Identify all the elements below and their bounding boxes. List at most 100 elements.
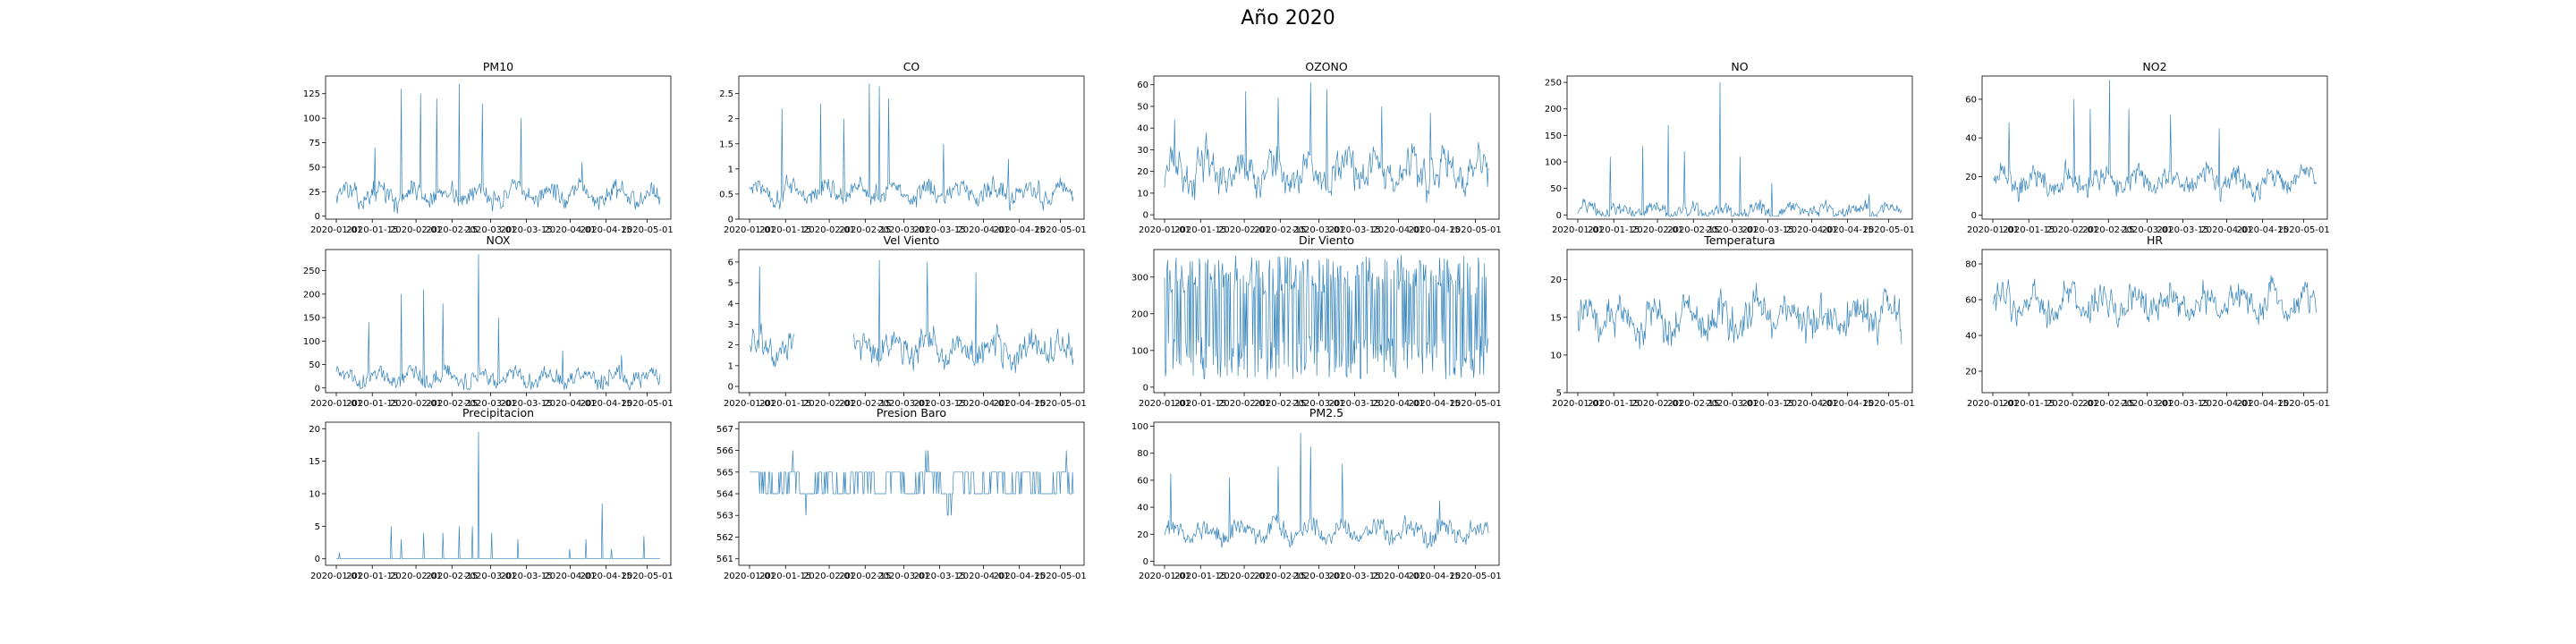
x-tick-label: 2020-03-01: [1706, 399, 1758, 409]
y-tick-label: 0: [315, 555, 320, 564]
y-tick-label: 5: [728, 279, 733, 289]
series-line: [1577, 82, 1902, 217]
series-line: [1164, 255, 1489, 380]
x-tick-label: 2020-04-15: [580, 399, 632, 409]
axes-frame: [1981, 249, 2328, 394]
x-tick-label: 2020-02-15: [839, 572, 891, 581]
y-tick-label: 565: [716, 468, 733, 478]
x-tick-label: 2020-02-01: [1218, 399, 1270, 409]
x-tick-label: 2020-04-01: [1785, 225, 1837, 235]
chart-title: NO: [1731, 60, 1748, 73]
x-tick-label: 2020-03-01: [1706, 225, 1758, 235]
chart-title: Dir Viento: [1299, 233, 1354, 247]
y-tick-label: 150: [1545, 131, 1562, 141]
y-tick-label: 10: [1137, 189, 1148, 199]
y-tick-label: 100: [1131, 422, 1148, 432]
x-tick-label: 2020-01-15: [346, 225, 398, 235]
x-tick-label: 2020-02-01: [803, 572, 855, 581]
chart-title: PM10: [483, 60, 513, 73]
y-tick-label: 564: [716, 490, 733, 500]
y-tick-label: 15: [1550, 313, 1562, 323]
chart-dir-viento: Dir Viento 0 100 200 300 2020-01-012020-01-15…: [1131, 233, 1502, 409]
axes-frame: [1153, 421, 1500, 566]
y-tick-label: 0: [728, 216, 733, 225]
y-tick-label: 100: [303, 114, 320, 124]
y-tick-label: 20: [1965, 173, 1977, 182]
x-tick-label: 2020-02-01: [1631, 225, 1683, 235]
x-tick-label: 2020-01-01: [1967, 225, 2019, 235]
chart-title: NO2: [2142, 60, 2166, 73]
x-tick-label: 2020-02-01: [2046, 399, 2098, 409]
x-tick-label: 2020-05-01: [1863, 225, 1915, 235]
y-tick-label: 100: [1131, 346, 1148, 356]
y-tick-label: 10: [309, 490, 320, 500]
y-tick-label: 25: [309, 188, 320, 198]
x-tick-label: 2020-03-15: [914, 572, 966, 581]
y-tick-label: 1.5: [719, 140, 733, 149]
y-tick-label: 50: [1137, 102, 1148, 112]
y-tick-label: 567: [716, 425, 733, 435]
x-tick-label: 2020-01-15: [759, 399, 811, 409]
chart-co: CO00.511.522.52020-01-012020-01-152020-0…: [719, 60, 1087, 235]
x-tick-label: 2020-02-15: [2082, 399, 2134, 409]
x-tick-label: 2020-05-01: [1450, 399, 1502, 409]
x-tick-label: 2020-01-15: [346, 572, 398, 581]
x-tick-label: 2020-05-01: [1035, 399, 1087, 409]
x-tick-label: 2020-04-01: [957, 399, 1009, 409]
x-tick-label: 2020-05-01: [622, 225, 674, 235]
y-tick-label: 0: [1143, 211, 1148, 221]
series-line: [749, 259, 1074, 374]
x-tick-label: 2020-03-15: [1329, 572, 1381, 581]
x-tick-label: 2020-01-01: [724, 225, 775, 235]
y-tick-label: 10: [1550, 351, 1562, 360]
x-tick-label: 2020-01-15: [2003, 399, 2055, 409]
x-tick-label: 2020-03-01: [2121, 225, 2173, 235]
x-tick-label: 2020-03-01: [464, 572, 516, 581]
y-tick-label: 60: [1137, 476, 1148, 486]
x-tick-label: 2020-04-15: [994, 225, 1046, 235]
y-tick-label: 40: [1137, 504, 1148, 513]
y-tick-label: 3: [728, 320, 733, 330]
y-tick-label: 100: [1545, 158, 1562, 168]
axes-frame: [325, 249, 672, 394]
axes-frame: [1566, 249, 1913, 394]
x-tick-label: 2020-02-01: [2046, 225, 2098, 235]
y-tick-label: 60: [1137, 80, 1148, 90]
y-tick-label: 1: [728, 361, 733, 371]
x-tick-label: 2020-03-01: [877, 572, 929, 581]
y-tick-label: 20: [1137, 530, 1148, 540]
x-tick-label: 2020-04-01: [2200, 225, 2252, 235]
x-tick-label: 2020-04-01: [544, 399, 596, 409]
y-tick-label: 200: [1131, 309, 1148, 319]
y-tick-label: 125: [303, 89, 320, 99]
y-tick-label: 562: [716, 533, 733, 543]
chart-no: NO0501001502002502020-01-012020-01-15202…: [1545, 60, 1915, 235]
x-tick-label: 2020-03-15: [1329, 225, 1381, 235]
x-tick-label: 2020-03-15: [501, 225, 553, 235]
x-tick-label: 2020-03-15: [2157, 399, 2209, 409]
x-tick-label: 2020-05-01: [1450, 572, 1502, 581]
x-tick-label: 2020-02-01: [803, 399, 855, 409]
y-tick-label: 20: [1965, 368, 1977, 377]
y-tick-label: 2.5: [719, 89, 733, 99]
y-tick-label: 563: [716, 512, 733, 521]
x-tick-label: 2020-04-15: [1409, 225, 1461, 235]
x-tick-label: 2020-01-01: [310, 399, 362, 409]
x-tick-label: 2020-01-01: [1139, 572, 1191, 581]
x-tick-label: 2020-02-15: [426, 399, 478, 409]
x-tick-label: 2020-01-15: [1588, 399, 1640, 409]
y-tick-label: 50: [309, 163, 320, 173]
axes-frame: [1153, 75, 1500, 220]
y-tick-label: 0: [728, 383, 733, 393]
chart-title: HR: [2147, 233, 2163, 247]
y-tick-label: 40: [1965, 332, 1977, 342]
series-line: [1164, 82, 1489, 203]
series-line: [336, 431, 660, 560]
x-tick-label: 2020-01-15: [1174, 399, 1226, 409]
x-tick-label: 2020-04-15: [994, 572, 1046, 581]
series-line: [750, 450, 1074, 516]
x-tick-label: 2020-03-15: [501, 572, 553, 581]
x-tick-label: 2020-03-15: [1329, 399, 1381, 409]
x-tick-label: 2020-02-01: [1218, 572, 1270, 581]
